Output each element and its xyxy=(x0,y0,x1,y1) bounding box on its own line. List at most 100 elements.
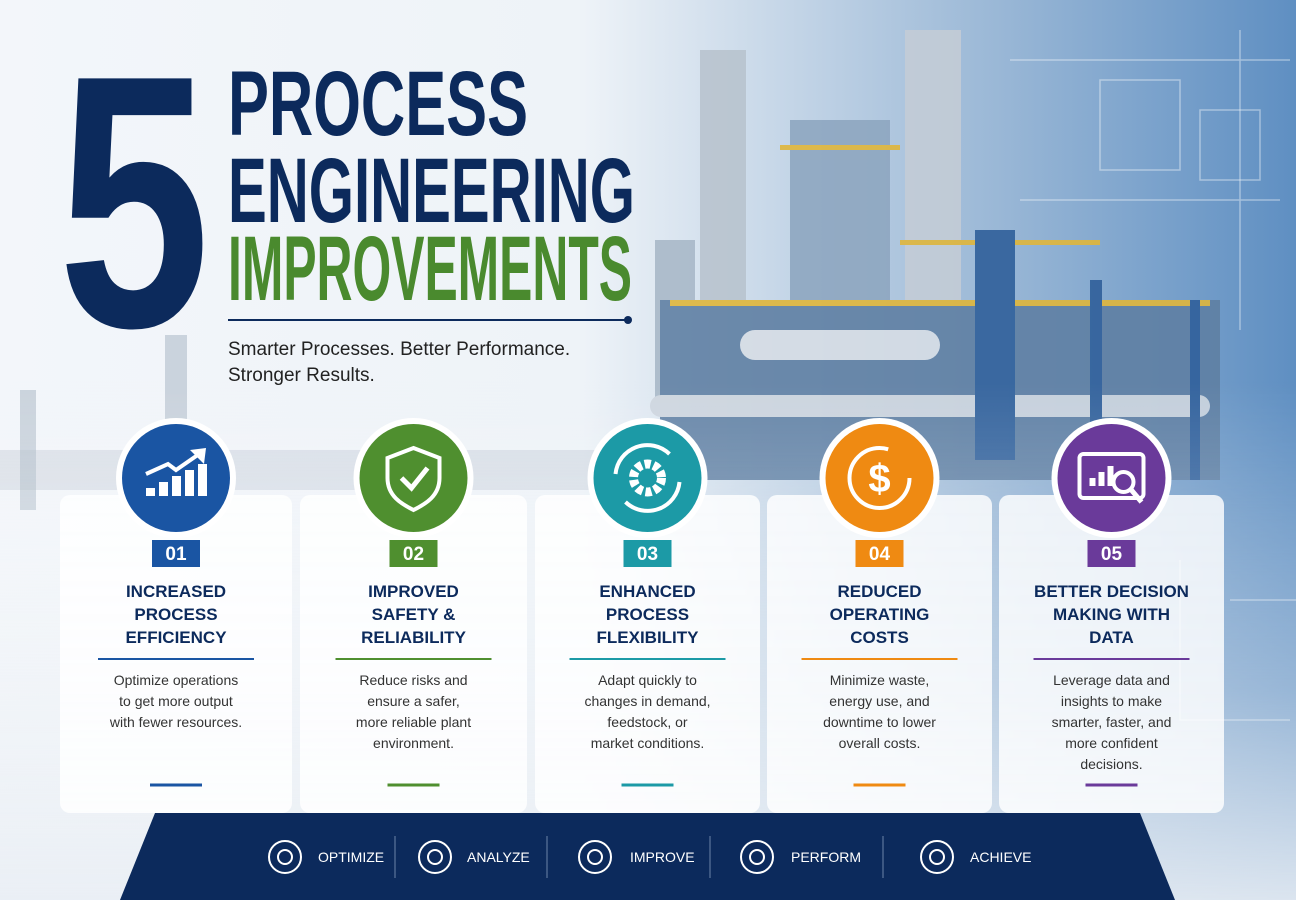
icon-part xyxy=(198,464,207,496)
footer-item: ANALYZE xyxy=(467,849,530,865)
icon-part xyxy=(1089,478,1096,486)
card-title: DATA xyxy=(1089,628,1134,647)
footer-item: PERFORM xyxy=(791,849,861,865)
card-description: decisions. xyxy=(1080,756,1142,772)
icon xyxy=(613,443,682,513)
card-description: overall costs. xyxy=(839,735,921,751)
big-number: 5 xyxy=(58,1,210,403)
icon-part xyxy=(385,445,442,513)
icon-part xyxy=(399,466,430,492)
icon-circle xyxy=(825,424,934,532)
card-description: smarter, faster, and xyxy=(1052,714,1172,730)
footer-item: ACHIEVE xyxy=(970,849,1031,865)
icon-part xyxy=(629,459,666,497)
icon-circle xyxy=(593,424,702,532)
card: $04 REDUCED OPERATING COSTS Minimize waste, e… xyxy=(767,418,992,813)
card-description: Minimize waste, xyxy=(830,672,930,688)
card-number: 03 xyxy=(637,544,658,565)
icon-part xyxy=(613,443,682,513)
card-description: Adapt quickly to xyxy=(598,672,697,688)
card: 05 BETTER DECISION MAKING WITH DATA Leverage… xyxy=(999,418,1224,813)
icon: $ xyxy=(847,446,912,510)
title-line: ENGINEERING xyxy=(228,140,635,242)
card-title: INCREASED xyxy=(126,582,226,601)
icon-part xyxy=(185,470,194,496)
icon-part xyxy=(847,446,912,510)
card-description: more reliable plant xyxy=(356,714,471,730)
card-description: ensure a safer, xyxy=(367,693,460,709)
icon-part xyxy=(159,482,168,496)
icon-part xyxy=(1077,452,1146,500)
footer: OPTIMIZE ANALYZE IMPROVE PERFORM ACHIEVE xyxy=(268,836,1031,878)
card-panel xyxy=(60,495,292,813)
icon-part xyxy=(920,840,954,874)
footer-icon xyxy=(418,840,452,874)
footer-icon xyxy=(578,840,612,874)
card-description: Reduce risks and xyxy=(359,672,467,688)
card-title: FLEXIBILITY xyxy=(597,628,700,647)
card-description: feedstock, or xyxy=(607,714,687,730)
card-title: ENHANCED xyxy=(599,582,695,601)
card-description: environment. xyxy=(373,735,454,751)
number-badge xyxy=(389,540,438,567)
icon-part xyxy=(427,849,443,865)
icon-part xyxy=(418,840,452,874)
icon-part xyxy=(749,849,765,865)
title-line: IMPROVEMENTS xyxy=(228,218,632,320)
subtitle-line: Stronger Results. xyxy=(228,365,375,386)
footer-icon xyxy=(268,840,302,874)
icon-part xyxy=(145,450,204,476)
card-panel xyxy=(999,495,1224,813)
card-description: with fewer resources. xyxy=(109,714,242,730)
icon-part xyxy=(587,849,603,865)
title-rule-dot xyxy=(624,316,632,324)
card: 02 IMPROVED SAFETY & RELIABILITY Reduce risk… xyxy=(300,418,527,813)
card-title: COSTS xyxy=(850,628,909,647)
card-panel xyxy=(535,495,760,813)
icon-part xyxy=(740,840,774,874)
card-title: OPERATING xyxy=(830,605,930,624)
card-number: 01 xyxy=(165,544,187,565)
icon xyxy=(145,448,207,496)
card-number: 02 xyxy=(403,544,424,565)
card-description: market conditions. xyxy=(591,735,705,751)
footer-icon xyxy=(740,840,774,874)
card-description: Optimize operations xyxy=(114,672,239,688)
icon xyxy=(385,445,442,513)
icon-part xyxy=(190,448,206,464)
card-title: REDUCED xyxy=(837,582,921,601)
icon-part: $ xyxy=(868,457,890,501)
number-badge xyxy=(1087,540,1136,567)
icon-part xyxy=(172,476,181,496)
card-title: RELIABILITY xyxy=(361,628,466,647)
number-badge xyxy=(623,540,672,567)
footer-icon xyxy=(920,840,954,874)
card-title: EFFICIENCY xyxy=(125,628,227,647)
card-title: SAFETY & xyxy=(372,605,456,624)
card-description: more confident xyxy=(1065,735,1158,751)
icon-part xyxy=(277,849,293,865)
card-title: IMPROVED xyxy=(368,582,459,601)
footer-item: OPTIMIZE xyxy=(318,849,384,865)
icon-part xyxy=(1098,472,1105,486)
card-number: 04 xyxy=(869,544,891,565)
card-panel xyxy=(767,495,992,813)
card: 03 ENHANCED PROCESS FLEXIBILITY Adapt quickl… xyxy=(535,418,760,813)
card-description: downtime to lower xyxy=(823,714,936,730)
card-title: BETTER DECISION xyxy=(1034,582,1189,601)
icon-part xyxy=(1111,470,1136,494)
card-description: changes in demand, xyxy=(584,693,710,709)
footer-banner xyxy=(120,813,1175,900)
icon-part xyxy=(1107,466,1114,486)
card-description: to get more output xyxy=(119,693,233,709)
icon xyxy=(1077,452,1146,504)
icon-part xyxy=(268,840,302,874)
card-panel xyxy=(300,495,527,813)
card-title: PROCESS xyxy=(134,605,217,624)
title-line: PROCESS xyxy=(228,53,528,155)
card-title: PROCESS xyxy=(606,605,689,624)
icon-part xyxy=(929,849,945,865)
card-number: 05 xyxy=(1101,544,1123,565)
